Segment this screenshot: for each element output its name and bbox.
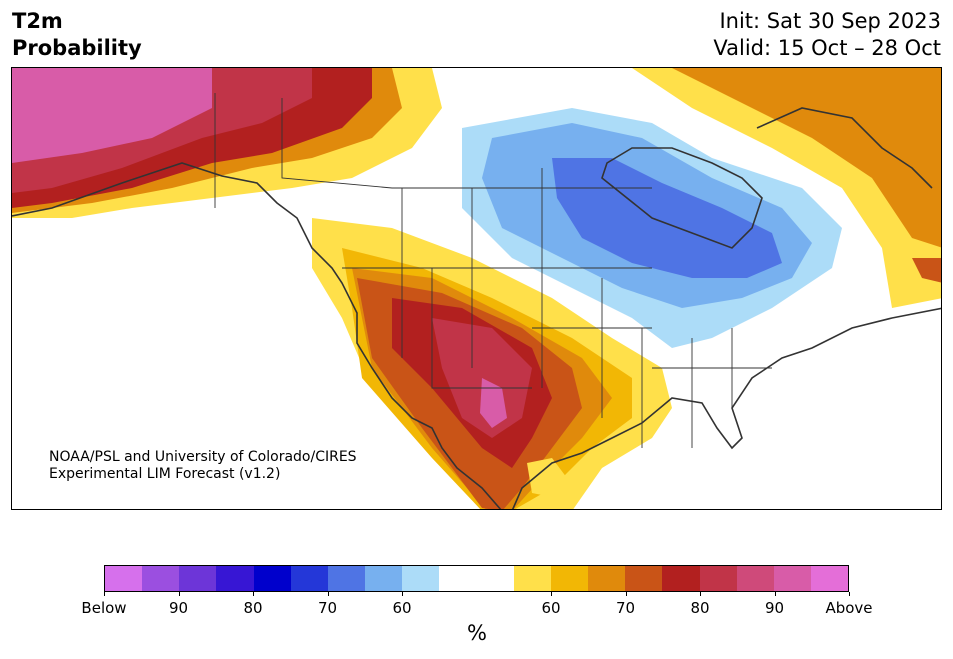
plot-title: T2m Probability (12, 8, 142, 62)
forecast-credit: NOAA/PSL and University of Colorado/CIRE… (49, 449, 357, 483)
colorbar-segment (476, 566, 514, 591)
colorbar-segment (105, 566, 143, 591)
colorbar-segment (142, 566, 180, 591)
colorbar-segment (327, 566, 366, 591)
coastlines (12, 107, 941, 509)
colorbar-segment (773, 566, 811, 591)
colorbar-segment (216, 566, 254, 591)
colorbar-tick-label: 60 (541, 599, 561, 617)
map-canvas (12, 68, 941, 509)
colorbar-segment (179, 566, 217, 591)
colorbar-tick-label: 90 (168, 599, 189, 617)
ne-warm-75 (912, 258, 941, 283)
title-line-2: Probability (12, 36, 142, 60)
colorbar-tick-mark (849, 592, 850, 596)
title-line-1: T2m (12, 9, 63, 33)
colorbar-tick-label: Below (81, 599, 127, 617)
colorbar-segment (588, 566, 626, 591)
colorbar-tick-mark (178, 592, 180, 596)
colorbar-unit: % (467, 621, 487, 645)
colorbar-tick-label: 80 (243, 599, 263, 617)
probability-map: NOAA/PSL and University of Colorado/CIRE… (11, 67, 942, 510)
colorbar-tick-label: Above (825, 599, 873, 617)
colorbar-segment (736, 566, 774, 591)
colorbar-segment (662, 566, 700, 591)
colorbar-segment (513, 566, 551, 591)
colorbar-tick-mark (327, 592, 329, 596)
colorbar-segment (402, 566, 440, 591)
warm-pocket (527, 458, 567, 498)
colorbar-tick-mark (402, 592, 403, 596)
colorbar-tick-mark (551, 592, 552, 596)
colorbar-tick-label: 60 (392, 599, 412, 617)
state-borders (214, 93, 772, 448)
forecast-dates: Init: Sat 30 Sep 2023 Valid: 15 Oct – 28… (713, 8, 941, 62)
colorbar-segment (550, 566, 589, 591)
colorbar-tick-mark (625, 592, 627, 596)
colorbar-segment (699, 566, 737, 591)
colorbar-segment (290, 566, 328, 591)
colorbar-tick-mark (774, 592, 776, 596)
colorbar-tick-label: 70 (615, 599, 636, 617)
init-date: Init: Sat 30 Sep 2023 (719, 9, 941, 33)
colorbar-tick-label: 70 (317, 599, 338, 617)
colorbar-tick-mark (700, 592, 701, 596)
colorbar-segment (625, 566, 663, 591)
colorbar-tick-mark (104, 592, 105, 596)
colorbar-tick-label: 80 (690, 599, 710, 617)
colorbar-tick-label: 90 (764, 599, 785, 617)
colorbar-segment (253, 566, 291, 591)
ne-warm-70 (672, 68, 941, 248)
alaska-warm-90 (12, 68, 212, 163)
colorbar-segment (439, 566, 477, 591)
colorbar-segment (365, 566, 403, 591)
credit-line-1: NOAA/PSL and University of Colorado/CIRE… (49, 449, 357, 465)
valid-period: Valid: 15 Oct – 28 Oct (713, 36, 941, 60)
warm-region-90 (480, 378, 507, 428)
colorbar-segment (810, 566, 849, 591)
colorbar-tick-mark (253, 592, 254, 596)
colorbar (104, 565, 849, 592)
credit-line-2: Experimental LIM Forecast (v1.2) (49, 466, 281, 482)
